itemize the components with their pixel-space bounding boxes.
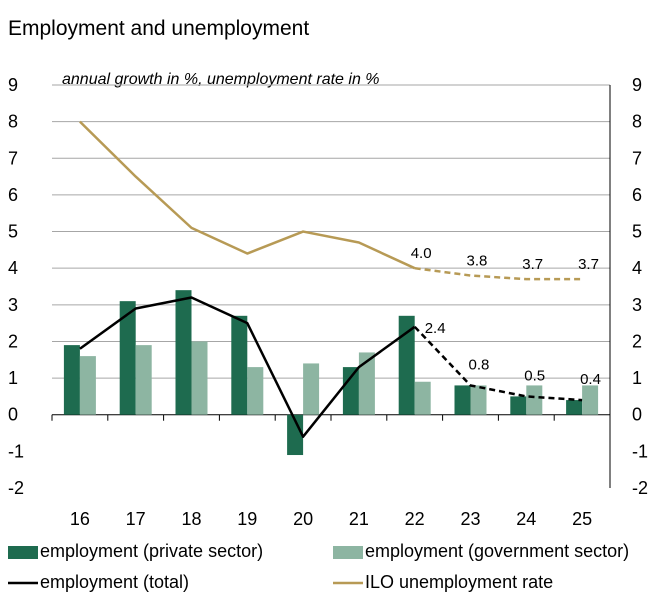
x-axis: 16 17 18 19 20 21 22 23 24 25 xyxy=(70,509,592,529)
bar-private-sector xyxy=(566,400,583,415)
x-tick-label: 21 xyxy=(349,509,369,529)
y-tick-label-left: 9 xyxy=(8,75,18,95)
bar-private-sector xyxy=(231,315,248,415)
data-label-employment-total: 0.8 xyxy=(469,356,490,373)
x-tick-label: 19 xyxy=(237,509,257,529)
y-tick-label-left: -1 xyxy=(8,441,24,461)
bar-private-sector xyxy=(342,367,359,415)
legend: employment (private sector) employment (g… xyxy=(8,541,629,592)
bar-private-sector xyxy=(63,345,80,415)
bar-government-sector xyxy=(582,385,599,415)
y-tick-label-left: 2 xyxy=(8,331,18,351)
employment-total-forecast-line xyxy=(413,325,583,402)
y-tick-label-left: 7 xyxy=(8,148,18,168)
y-tick-label-right: 8 xyxy=(632,112,642,132)
y-tick-label-right: 5 xyxy=(632,222,642,242)
legend-label: employment (total) xyxy=(40,572,189,592)
y-tick-label-left: 3 xyxy=(8,295,18,315)
y-tick-label-right: 4 xyxy=(632,258,642,278)
bar-government-sector xyxy=(526,385,543,415)
x-tick-label: 23 xyxy=(460,509,480,529)
x-tick-label: 22 xyxy=(405,509,425,529)
legend-label: employment (private sector) xyxy=(40,541,263,561)
y-tick-label-right: 2 xyxy=(632,331,642,351)
data-label-unemployment: 4.0 xyxy=(411,245,432,262)
bars-group xyxy=(63,290,599,456)
y-tick-label-right: 9 xyxy=(632,75,642,95)
bar-private-sector xyxy=(175,290,192,415)
y-tick-label-left: -2 xyxy=(8,478,24,498)
y-axis-right: -2 -1 0 1 2 3 4 5 6 7 8 9 xyxy=(632,75,648,498)
bar-private-sector xyxy=(119,301,136,415)
x-tick-label: 16 xyxy=(70,509,90,529)
data-label-unemployment: 3.7 xyxy=(522,256,543,273)
unemployment-rate-line xyxy=(79,120,416,270)
legend-label: ILO unemployment rate xyxy=(365,572,553,592)
chart-title: Employment and unemployment xyxy=(8,17,309,40)
y-tick-label-right: 0 xyxy=(632,405,642,425)
bar-government-sector xyxy=(191,341,208,415)
y-tick-label-left: 8 xyxy=(8,112,18,132)
lines-group xyxy=(79,120,583,438)
data-label-employment-total: 0.5 xyxy=(524,367,545,384)
bar-government-sector xyxy=(79,356,96,415)
bar-private-sector xyxy=(454,385,471,415)
y-tick-label-left: 5 xyxy=(8,222,18,242)
bar-government-sector xyxy=(414,381,431,415)
grid-lines xyxy=(51,84,611,488)
bar-government-sector xyxy=(470,385,487,415)
x-tick-label: 24 xyxy=(516,509,536,529)
bar-private-sector xyxy=(398,315,415,415)
bar-government-sector xyxy=(247,367,264,415)
data-labels-group: 4.0 3.8 3.7 3.7 2.4 0.8 0.5 0.4 xyxy=(411,245,601,388)
legend-label: employment (government sector) xyxy=(365,541,629,561)
bar-private-sector xyxy=(510,396,527,415)
data-label-unemployment: 3.7 xyxy=(578,256,599,273)
x-tick-label: 17 xyxy=(126,509,146,529)
y-tick-label-left: 4 xyxy=(8,258,18,278)
y-axis-left: -2 -1 0 1 2 3 4 5 6 7 8 9 xyxy=(8,75,24,498)
bar-government-sector xyxy=(303,363,320,415)
legend-swatch xyxy=(8,546,38,559)
y-tick-label-right: 7 xyxy=(632,148,642,168)
bar-government-sector xyxy=(358,352,375,415)
x-tick-label: 25 xyxy=(572,509,592,529)
y-tick-label-right: 3 xyxy=(632,295,642,315)
legend-swatch xyxy=(333,546,363,559)
x-tick-label: 20 xyxy=(293,509,313,529)
bar-government-sector xyxy=(135,345,152,415)
data-label-unemployment: 3.8 xyxy=(467,253,488,270)
bar-private-sector xyxy=(287,414,304,456)
employment-total-line xyxy=(79,296,416,438)
y-tick-label-right: -2 xyxy=(632,478,648,498)
y-tick-label-right: 6 xyxy=(632,185,642,205)
data-label-employment-total: 2.4 xyxy=(425,320,446,337)
y-tick-label-right: 1 xyxy=(632,368,642,388)
data-label-employment-total: 0.4 xyxy=(580,371,601,388)
y-tick-label-left: 0 xyxy=(8,405,18,425)
y-tick-label-right: -1 xyxy=(632,441,648,461)
y-tick-label-left: 1 xyxy=(8,368,18,388)
x-tick-label: 18 xyxy=(181,509,201,529)
y-tick-label-left: 6 xyxy=(8,185,18,205)
unemployment-rate-forecast-line xyxy=(414,266,583,281)
chart-subtitle: annual growth in %, unemployment rate in… xyxy=(62,71,380,88)
